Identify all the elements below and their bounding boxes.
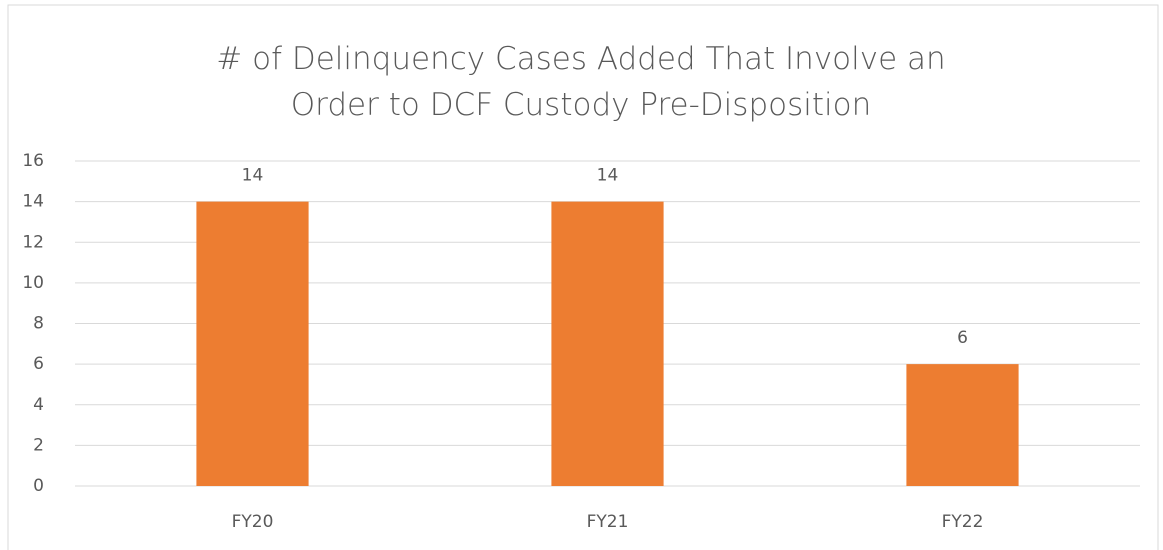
y-tick-label: 4 [33, 395, 44, 415]
y-tick-label: 16 [22, 151, 44, 171]
chart-border [7, 4, 1159, 550]
y-tick-label: 8 [33, 314, 44, 334]
data-label: 14 [597, 166, 619, 186]
y-tick-label: 2 [33, 435, 44, 455]
y-tick-label: 12 [22, 232, 44, 252]
y-tick-label: 14 [22, 192, 44, 212]
y-tick-label: 0 [33, 476, 44, 496]
data-label: 6 [957, 328, 968, 348]
bar [196, 201, 309, 486]
bar [551, 201, 664, 486]
x-tick-label: FY21 [587, 512, 629, 532]
chart-title: # of Delinquency Cases Added That Involv… [216, 41, 946, 123]
y-tick-label: 6 [33, 354, 44, 374]
x-tick-label: FY20 [232, 512, 274, 532]
x-tick-label: FY22 [942, 512, 984, 532]
data-label: 14 [242, 166, 264, 186]
bar [906, 364, 1019, 486]
y-tick-label: 10 [22, 273, 44, 293]
